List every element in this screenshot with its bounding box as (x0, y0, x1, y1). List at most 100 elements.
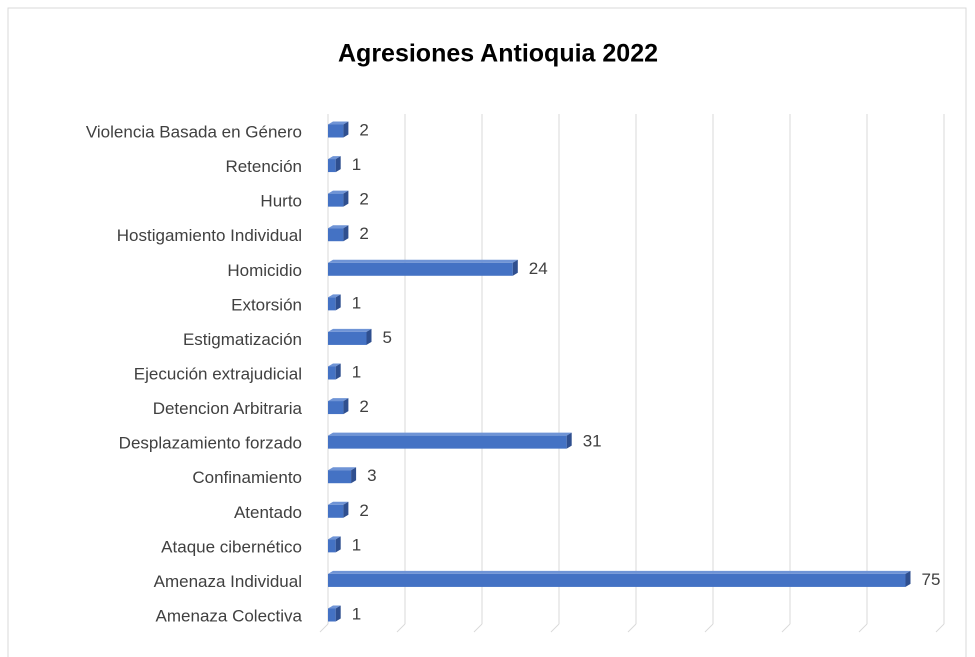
bar-face (328, 608, 336, 622)
bar-face (343, 398, 349, 415)
bar (328, 259, 518, 276)
bar-face (328, 363, 341, 367)
data-label: 2 (359, 120, 368, 139)
data-label: 1 (352, 293, 361, 312)
bar-face (328, 297, 336, 311)
bar-face (512, 259, 518, 276)
bar (328, 363, 341, 380)
bar-face (328, 228, 344, 242)
bar-face (328, 536, 341, 540)
bar-face (566, 432, 572, 449)
bar-face (328, 262, 513, 276)
data-label: 5 (383, 328, 392, 347)
grid-floor (781, 623, 791, 633)
bar-face (328, 190, 349, 194)
bar-face (328, 121, 349, 125)
bar-face (328, 501, 349, 505)
data-label: 31 (583, 432, 602, 451)
bar-face (328, 225, 349, 229)
data-label: 1 (352, 362, 361, 381)
grid-floor (396, 623, 406, 633)
bar-face (328, 398, 349, 402)
bar-face (335, 294, 341, 311)
y-tick-label: Confinamiento (192, 468, 302, 487)
bar (328, 570, 911, 587)
bar-face (328, 328, 372, 332)
grid-floor (858, 623, 868, 633)
bar-face (328, 467, 357, 471)
bar-face (343, 225, 349, 242)
bar-face (328, 470, 352, 484)
y-tick-label: Retención (225, 157, 302, 176)
bar-face (328, 401, 344, 415)
bar-face (328, 432, 572, 436)
data-label: 2 (359, 190, 368, 209)
bar (328, 328, 372, 345)
grid-floor (319, 623, 329, 633)
bar (328, 190, 349, 207)
y-tick-label: Amenaza Individual (154, 572, 302, 591)
bar-face (328, 294, 341, 298)
bar-face (328, 435, 567, 449)
y-tick-label: Atentado (234, 503, 302, 522)
bar-face (343, 121, 349, 138)
y-tick-label: Amenaza Colectiva (156, 606, 303, 625)
grid-floor (704, 623, 714, 633)
bar-face (335, 605, 341, 622)
y-tick-label: Estigmatización (183, 330, 302, 349)
bar-face (328, 159, 336, 173)
bar-face (343, 501, 349, 518)
bar-face (328, 193, 344, 207)
y-tick-label: Hurto (260, 192, 302, 211)
data-label: 75 (922, 570, 941, 589)
bar-face (328, 570, 911, 574)
grid-floor (627, 623, 637, 633)
grid-floor (550, 623, 560, 633)
y-tick-label: Homicidio (227, 261, 302, 280)
bar (328, 294, 341, 311)
bar-face (328, 124, 344, 138)
y-tick-label: Ataque cibernético (161, 537, 302, 556)
bar-face (328, 366, 336, 380)
y-tick-label: Hostigamiento Individual (117, 226, 302, 245)
y-tick-label: Detencion Arbitraria (153, 399, 303, 418)
bar-face (343, 190, 349, 207)
bar-face (366, 328, 372, 345)
bar-face (328, 331, 367, 345)
bar-face (328, 156, 341, 160)
bar (328, 156, 341, 173)
data-label: 3 (367, 466, 376, 485)
bar (328, 501, 349, 518)
bar (328, 432, 572, 449)
bar (328, 605, 341, 622)
bar-face (351, 467, 357, 484)
y-tick-label: Desplazamiento forzado (119, 434, 302, 453)
bar-face (328, 259, 518, 263)
bar-face (335, 156, 341, 173)
chart-title: Agresiones Antioquia 2022 (338, 40, 658, 68)
data-label: 1 (352, 155, 361, 174)
bar-face (905, 570, 911, 587)
chart-frame (7, 7, 967, 657)
data-label: 2 (359, 397, 368, 416)
bar-face (328, 504, 344, 518)
bar-face (335, 536, 341, 553)
bar-face (328, 539, 336, 553)
data-label: 1 (352, 535, 361, 554)
bar (328, 536, 341, 553)
y-tick-label: Ejecución extrajudicial (134, 364, 302, 383)
bar (328, 398, 349, 415)
bar-face (335, 363, 341, 380)
bar (328, 121, 349, 138)
y-tick-label: Violencia Basada en Género (86, 122, 302, 141)
y-tick-label: Extorsión (231, 295, 302, 314)
data-label: 1 (352, 604, 361, 623)
data-label: 2 (359, 224, 368, 243)
bar-face (328, 573, 906, 587)
grid-floor (935, 623, 945, 633)
data-label: 24 (529, 259, 548, 278)
grid-floor (473, 623, 483, 633)
data-label: 2 (359, 501, 368, 520)
bar (328, 467, 357, 484)
